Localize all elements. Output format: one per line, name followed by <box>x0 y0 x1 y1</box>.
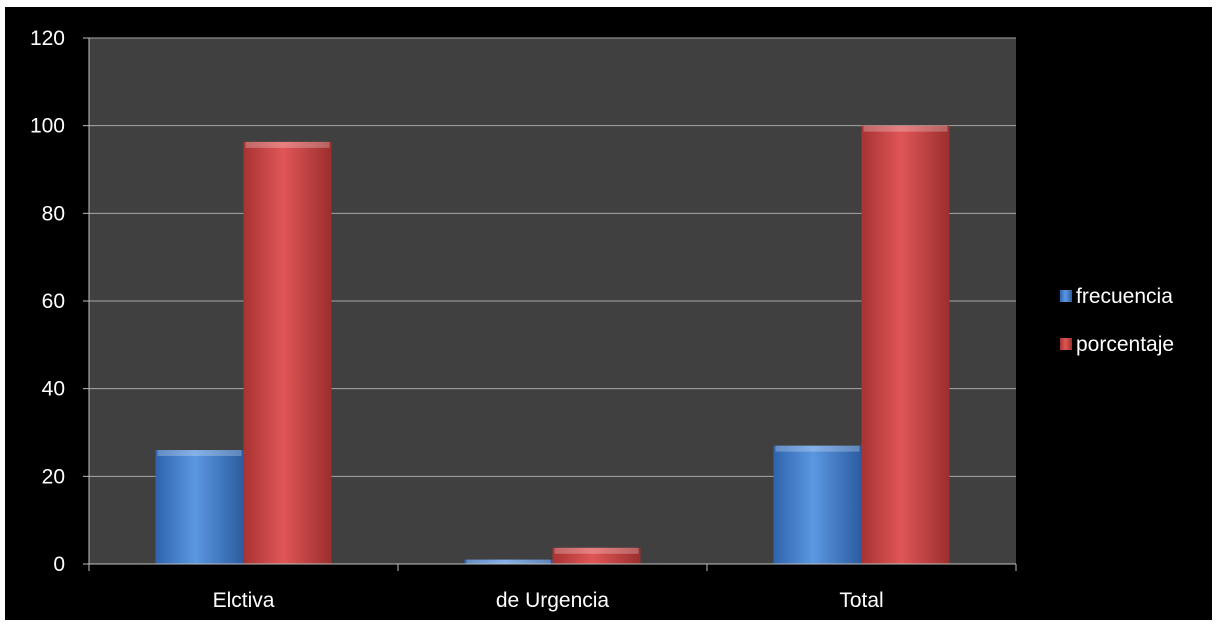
bar-frecuencia-1 <box>464 559 553 564</box>
bar-highlight-porcentaje-2 <box>863 125 948 132</box>
y-tick-label: 100 <box>30 115 65 138</box>
bar-porcentaje-0 <box>243 141 332 564</box>
bar-frecuencia-2 <box>773 445 862 564</box>
x-tick-label: Elctiva <box>213 589 275 612</box>
y-tick-label: 80 <box>42 202 65 225</box>
legend-swatch-frecuencia <box>1060 290 1072 302</box>
bar-highlight-frecuencia-2 <box>775 445 860 452</box>
y-tick-label: 20 <box>42 465 65 488</box>
legend-label-frecuencia: frecuencia <box>1076 285 1173 308</box>
bar-porcentaje-2 <box>861 125 950 565</box>
bar-highlight-porcentaje-1 <box>554 547 639 554</box>
x-tick-label: Total <box>839 589 883 612</box>
bar-highlight-frecuencia-1 <box>466 559 551 564</box>
x-tick-label: de Urgencia <box>496 589 610 612</box>
bar-porcentaje-1 <box>552 547 641 564</box>
y-tick-label: 60 <box>42 290 65 313</box>
bar-highlight-porcentaje-0 <box>245 141 330 148</box>
legend-swatch-porcentaje <box>1060 338 1072 350</box>
y-tick-label: 40 <box>42 378 65 401</box>
y-tick-label: 0 <box>53 553 65 576</box>
bar-frecuencia-0 <box>155 450 244 564</box>
y-tick-label: 120 <box>30 27 65 50</box>
bar-highlight-frecuencia-0 <box>157 450 242 457</box>
legend-label-porcentaje: porcentaje <box>1076 333 1174 356</box>
